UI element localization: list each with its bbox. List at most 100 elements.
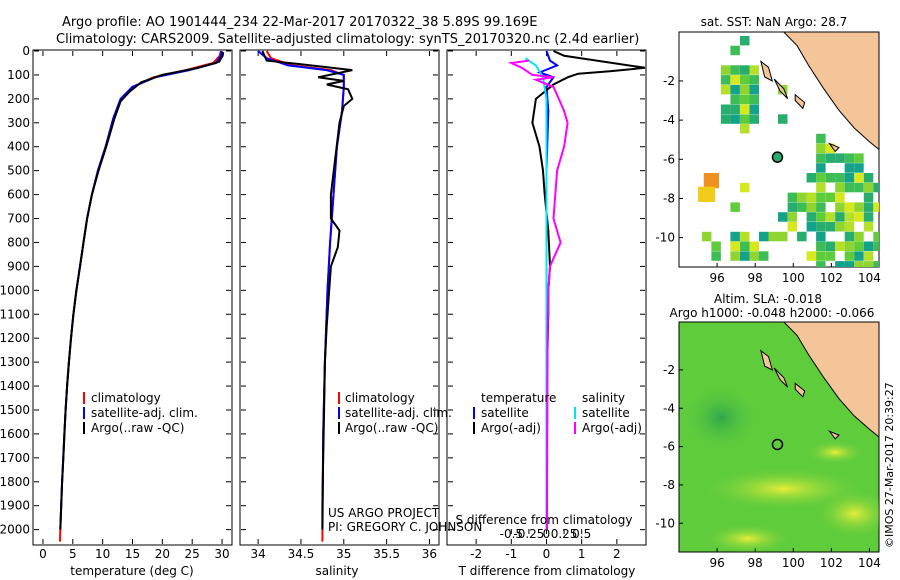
island (773, 78, 789, 99)
x-tick-label: 20 (155, 547, 170, 561)
map-y-tick-label: -2 (663, 363, 675, 377)
argo-marker (771, 151, 784, 163)
sst-cell (854, 231, 864, 242)
sst-cell (730, 202, 740, 212)
x-tick-label: 10 (95, 547, 110, 561)
sst-cell (844, 182, 855, 193)
sst-cell (730, 94, 740, 105)
sst-cell (740, 104, 750, 114)
legend-sal-satellite: satellite (582, 406, 630, 420)
sst-cell (740, 94, 750, 105)
temperature-panel-frame (32, 49, 233, 546)
sumatra-land (783, 322, 879, 438)
sla-high-region (702, 523, 793, 552)
sst-cell-warm (698, 186, 716, 202)
sst-cell (825, 192, 836, 203)
map-y-tick-label: -8 (663, 478, 675, 492)
sst-cell (720, 75, 731, 85)
sst-cell (778, 231, 788, 242)
sst-cell (844, 153, 855, 163)
sst-cell (844, 202, 855, 212)
s-tick-label: -0.25 (513, 527, 544, 541)
sst-cell (816, 143, 826, 154)
sst-cell (863, 212, 874, 222)
sst-cell (873, 231, 879, 242)
island (828, 142, 840, 153)
island (760, 349, 774, 371)
y-tick-label: 500 (7, 164, 30, 178)
salinity-series (257, 50, 354, 542)
sst-cell (863, 192, 874, 203)
sst-cell (749, 114, 759, 124)
y-tick-label: 1500 (0, 403, 30, 417)
s-tick-label: -0.5 (500, 527, 523, 541)
title-line-2: Climatology: CARS2009. Satellite-adjuste… (56, 32, 639, 47)
sst-cell (701, 231, 712, 242)
sst-cell (787, 192, 798, 203)
sumatra-land (783, 32, 879, 151)
s-tick-label: 0 (543, 527, 551, 541)
map-x-tick-label: 102 (820, 556, 843, 570)
sst-cell (835, 261, 845, 267)
map-y-tick-label: -10 (655, 516, 675, 530)
sst-cell (730, 75, 740, 85)
sst-cell (778, 114, 788, 124)
difference-series (507, 50, 646, 530)
map-x-tick-label: 98 (748, 556, 763, 570)
sst-cell (854, 163, 864, 173)
sst-cell (740, 231, 750, 242)
sst-cell (844, 222, 855, 232)
sst-cell (778, 212, 788, 222)
x-tick-label: 30 (214, 547, 229, 561)
sst-cell (835, 202, 845, 212)
sst-cell (740, 241, 750, 251)
sst-cell (749, 75, 759, 85)
sst-cell (844, 163, 855, 173)
temperature-series (59, 50, 225, 542)
sst-cell (740, 124, 750, 134)
y-tick-label: 1300 (0, 355, 30, 369)
map-x-tick-label: 104 (858, 556, 881, 570)
sst-cell (740, 182, 750, 193)
x-tick-label: 34 (250, 547, 265, 561)
sst-map: 96 98 100 102 104 -2 -4 -6 -8 -10 (655, 32, 881, 285)
map-y-tick-label: -6 (663, 152, 675, 166)
sst-cell (740, 65, 750, 75)
y-tick-label: 1800 (0, 475, 30, 489)
x-tick-label: 0 (543, 547, 551, 561)
y-tick-label: 600 (7, 188, 30, 202)
sst-cell (825, 173, 836, 183)
x-tick-label: 35.5 (373, 547, 400, 561)
legend-satellite: satellite-adj. clim. (91, 406, 198, 420)
sst-cell (730, 251, 740, 261)
difference-axis: -2 -1 0 1 2-0.5-0.250 0.250.5 (448, 50, 645, 561)
salinity-panel-frame (239, 49, 440, 546)
sst-cell (873, 202, 879, 212)
sst-cell (749, 251, 759, 261)
sst-cell (816, 182, 826, 193)
sst-cell (806, 192, 817, 203)
sst-cell (749, 104, 759, 114)
y-tick-label: 1100 (0, 307, 30, 321)
sst-cell (854, 251, 864, 261)
sst-cell (835, 212, 845, 222)
map-x-tick-label: 102 (820, 271, 843, 285)
y-tick-label: 1900 (0, 499, 30, 513)
sst-cell (749, 241, 759, 251)
sst-cell (720, 104, 731, 114)
sst-cell (730, 84, 740, 95)
y-tick-label: 0 (22, 44, 30, 58)
sst-cell (740, 35, 750, 46)
map-x-tick-label: 96 (709, 556, 724, 570)
y-tick-label: 100 (7, 68, 30, 82)
y-tick-label: 700 (7, 212, 30, 226)
y-tick-label: 1000 (0, 283, 30, 297)
sst-cell (844, 212, 855, 222)
x-tick-label: 35 (336, 547, 351, 561)
map-x-tick-label: 100 (782, 271, 805, 285)
sst-cell (730, 231, 740, 242)
sst-cell (863, 173, 874, 183)
sst-cell (806, 222, 817, 232)
sst-cell (825, 153, 836, 163)
sst-cell (816, 212, 826, 222)
